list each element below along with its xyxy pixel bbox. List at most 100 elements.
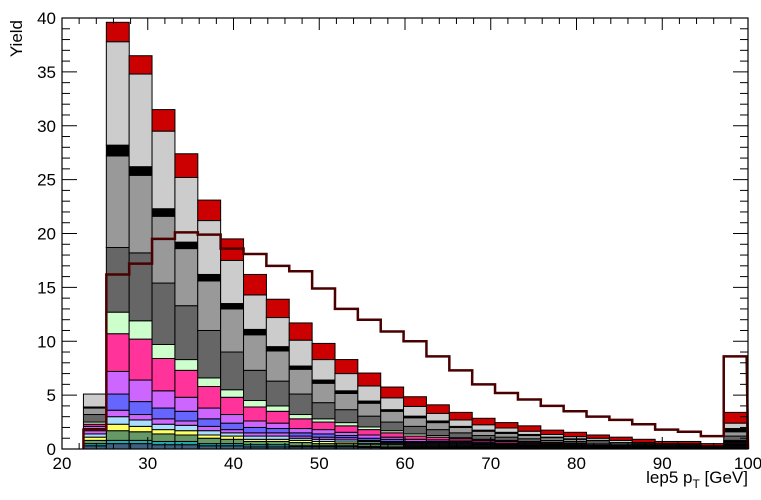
bar-segment [197, 377, 222, 388]
bar-segment [471, 430, 496, 437]
bar-segment [403, 405, 427, 417]
bar-segment [357, 429, 382, 436]
bar-segment [563, 431, 588, 438]
bar-segment [197, 407, 222, 420]
bar-segment [128, 55, 153, 75]
bar-segment [243, 294, 267, 330]
bar-segment [105, 311, 130, 335]
bar-segment [105, 370, 130, 395]
bar-segment [197, 418, 222, 427]
bar-segment [151, 109, 176, 132]
bar-segment [128, 73, 153, 168]
bar-segment [151, 343, 176, 359]
bar-segment [151, 429, 176, 435]
bar-segment [448, 432, 473, 439]
bar-segment [334, 425, 359, 433]
bar-segment [448, 426, 473, 434]
x-tick-label: 30 [138, 454, 157, 473]
bar-segment [471, 435, 496, 440]
bar-segment [380, 397, 405, 411]
bar-segment [334, 359, 359, 375]
x-axis-title-subscript: T [692, 477, 700, 491]
bar-segment [311, 359, 336, 381]
bar-segment [151, 433, 176, 442]
bar-segment [311, 429, 336, 435]
bar-segment [174, 430, 199, 436]
bar-segment [288, 393, 313, 416]
bar-segment [151, 282, 176, 345]
bar-segment [128, 320, 153, 340]
bar-segment [105, 21, 130, 43]
x-tick-labels: 20 30 40 50 60 70 80 90 100 [53, 454, 761, 473]
bar-segment [105, 144, 130, 157]
bar-segment [151, 130, 176, 210]
bar-segment [723, 411, 748, 424]
bar-segment [265, 350, 290, 382]
y-tick-label: 30 [37, 117, 56, 136]
bar-segment [425, 422, 450, 431]
bar-segment [174, 424, 199, 432]
bar-segment [220, 438, 245, 445]
bar-segment [105, 247, 130, 313]
bar-segment [174, 305, 199, 361]
bar-segment [448, 419, 473, 427]
bar-segment [380, 410, 405, 423]
x-tick-label: 60 [396, 454, 415, 473]
bar-segment [425, 412, 450, 422]
bar-segment [105, 430, 130, 441]
bar-segment [105, 333, 130, 372]
bar-segment [540, 429, 565, 435]
bar-segment [494, 427, 519, 433]
bar-segment [654, 440, 679, 445]
bar-segment [608, 436, 633, 441]
bar-segment [174, 153, 199, 178]
bar-segment [425, 429, 450, 437]
bar-segment [265, 380, 290, 407]
bar-segment [197, 425, 222, 432]
bar-segment [197, 220, 222, 275]
bar-segment [151, 390, 176, 409]
bar-segment [243, 273, 267, 296]
bar-segment [220, 303, 245, 310]
bar-segment [471, 417, 496, 426]
bar-segment [311, 382, 336, 404]
bar-segment [151, 208, 176, 217]
bar-segment [174, 444, 199, 450]
bar-segment [128, 425, 153, 433]
bar-segment [700, 443, 725, 447]
bar-segment [174, 410, 199, 422]
bar-segment [128, 174, 153, 254]
bar-segment [197, 199, 222, 222]
x-tick-label: 70 [481, 454, 500, 473]
bar-segment [128, 431, 153, 441]
overlay-line [82, 231, 750, 450]
y-tick-label: 20 [37, 225, 56, 244]
bar-segment [220, 396, 245, 416]
x-axis-title: lep5 pT [GeV] [646, 468, 748, 491]
bar-segment [677, 440, 702, 445]
bar-segment [311, 421, 336, 431]
bar-segment [128, 401, 153, 416]
bar-segment [403, 425, 427, 435]
bar-segment [334, 393, 359, 411]
x-axis-title-main: lep5 p [646, 468, 692, 487]
bar-segment [288, 368, 313, 395]
y-tick-label: 5 [47, 386, 56, 405]
y-tick-label: 35 [37, 63, 56, 82]
bar-segment [723, 431, 748, 437]
bar-segment [128, 419, 153, 427]
bar-segment [174, 369, 199, 398]
bar-segment [265, 346, 290, 352]
bar-segment [311, 342, 336, 361]
stacked-bars [82, 21, 748, 450]
x-tick-label: 90 [653, 454, 672, 473]
bar-segment [197, 273, 222, 282]
x-axis-title-unit: [GeV] [700, 468, 748, 487]
y-axis-title: Yield [7, 20, 26, 57]
axis-ticks [61, 17, 749, 450]
bar-segment [243, 420, 267, 428]
bar-segment [220, 351, 245, 391]
bar-segment [174, 434, 199, 442]
x-tick-label: 40 [224, 454, 243, 473]
bar-segment [151, 423, 176, 431]
